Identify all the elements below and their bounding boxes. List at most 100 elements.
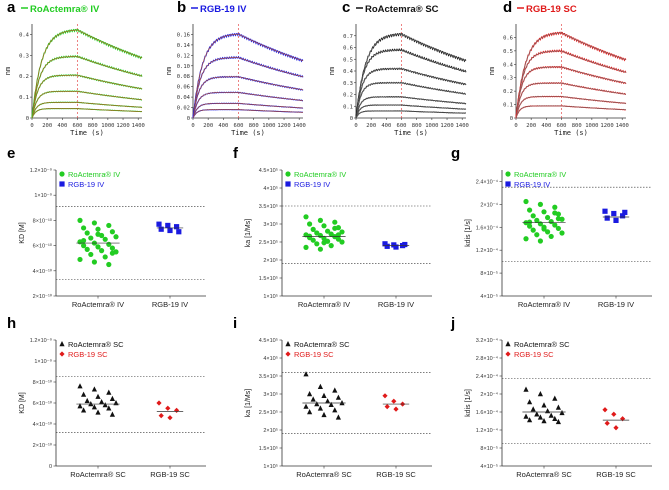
x-tick-label: 800	[249, 123, 259, 129]
data-point	[303, 371, 309, 377]
data-point	[91, 259, 97, 265]
x-tick-label: 0	[354, 123, 357, 129]
data-point	[95, 409, 101, 415]
scatter-panel-h: h 0 2×10⁻¹⁰ 4×10⁻¹⁰ 6×10⁻¹⁰ 8×10⁻¹⁰ 1×10⁻⁹ 1.2×…	[7, 315, 206, 479]
panel-letter-c: c	[342, 0, 350, 16]
sensorgram-curve	[355, 95, 467, 119]
data-point	[555, 404, 561, 410]
fit-curve	[355, 33, 467, 119]
fit-curve	[31, 74, 143, 119]
sensorgram-curve	[31, 101, 143, 119]
y-tick-label: 4×10⁵	[263, 185, 278, 192]
data-point	[402, 241, 408, 248]
data-point	[106, 261, 112, 268]
y-tick-label: 0.5	[503, 49, 513, 55]
scatter-panel-f: f 1×10⁵ 1.5×10⁵ 2×10⁵ 2.5×10⁵ 3×10⁵ 3.5×10⁵ 4×1…	[233, 145, 432, 309]
data-point	[523, 413, 529, 419]
y-tick-label: 0.2	[343, 93, 353, 99]
fit-curve	[355, 96, 467, 119]
x-axis-label: Time (s)	[554, 129, 588, 137]
y-tick-label: 0.10	[177, 64, 190, 70]
data-point	[541, 209, 547, 215]
panel-title-a: RoActemra® IV	[30, 4, 100, 15]
sensorgram-curve	[31, 90, 142, 119]
fit-curve	[355, 104, 467, 119]
y-tick-label: 8×10⁻¹⁰	[33, 379, 53, 386]
fit-curve	[355, 82, 467, 119]
data-point	[339, 229, 345, 235]
x-tick-label: 1200	[277, 123, 290, 129]
sensorgram-curve	[31, 28, 143, 119]
x-tick-label: RGB-19 SC	[376, 470, 416, 479]
data-point	[77, 217, 83, 223]
y-tick-label: 0.16	[177, 32, 190, 38]
data-point	[59, 351, 65, 357]
data-point	[165, 222, 171, 229]
x-tick-label: 600	[234, 123, 244, 129]
data-point	[541, 402, 547, 408]
data-point	[332, 225, 338, 231]
data-point	[317, 405, 323, 411]
data-point	[88, 251, 94, 258]
data-point	[303, 214, 309, 220]
y-tick-label: 2×10⁵	[263, 257, 278, 264]
data-point	[303, 244, 309, 250]
data-point	[523, 198, 529, 205]
data-point	[527, 399, 533, 405]
panel-letter-b: b	[177, 0, 186, 16]
data-point	[545, 408, 551, 414]
y-tick-label: 0.7	[343, 34, 353, 40]
data-point	[505, 171, 511, 177]
data-point	[391, 398, 397, 404]
y-axis-label: kdis [1/s]	[465, 389, 472, 417]
data-point	[339, 400, 345, 406]
fit-curve	[355, 110, 466, 119]
y-tick-label: 2×10⁵	[263, 427, 278, 434]
y-tick-label: 1×10⁵	[263, 463, 278, 470]
data-point	[303, 403, 309, 409]
y-tick-label: 6×10⁻¹⁰	[33, 243, 53, 250]
x-tick-label: 0	[30, 123, 33, 129]
sensorgram-curve	[192, 32, 304, 119]
data-point	[332, 219, 338, 225]
data-point	[95, 244, 101, 250]
x-tick-label: 1400	[456, 123, 469, 129]
fit-curve	[192, 57, 304, 119]
y-tick-label: 2.4×10⁻⁴	[476, 178, 499, 185]
y-tick-label: 0.6	[343, 46, 353, 52]
y-tick-label: 2×10⁻¹⁰	[33, 442, 53, 449]
data-point	[317, 383, 323, 389]
y-tick-label: 3.5×10⁵	[259, 203, 278, 210]
sensorgram-panel-d: d RGB-19 SC 0 200 400 600 800 1000 1200 1400 0 0.1 0…	[488, 0, 629, 137]
data-point	[102, 236, 108, 242]
y-tick-label: 0.1	[503, 103, 513, 109]
panel-letter-a: a	[7, 0, 16, 16]
y-tick-label: 0.5	[343, 57, 353, 63]
data-point	[559, 230, 565, 236]
y-tick-label: 0.2	[19, 74, 29, 80]
data-point	[604, 420, 610, 426]
x-tick-label: 200	[42, 123, 52, 129]
panel-title-b: RGB-19 IV	[200, 4, 247, 15]
sensorgram-curve	[192, 109, 304, 119]
sensorgram-curve	[515, 31, 627, 119]
data-point	[59, 341, 65, 347]
data-point	[88, 401, 94, 407]
x-tick-label: RGB-19 IV	[152, 300, 188, 309]
y-tick-label: 0.3	[503, 76, 513, 82]
y-tick-label: 2×10⁻¹⁰	[33, 293, 53, 300]
y-tick-label: 0.4	[19, 32, 30, 38]
fit-curve	[515, 32, 627, 119]
data-point	[317, 246, 323, 252]
x-tick-label: RoActemra® IV	[72, 300, 124, 309]
data-point	[339, 239, 345, 245]
data-point	[285, 171, 291, 177]
sensorgram-curve	[31, 107, 143, 119]
y-tick-label: 8×10⁻¹⁰	[33, 217, 53, 224]
y-tick-label: 3×10⁵	[263, 221, 278, 228]
x-tick-label: 800	[572, 123, 582, 129]
data-point	[537, 238, 544, 244]
sensorgram-curve	[515, 49, 627, 118]
data-point	[328, 401, 334, 407]
y-axis-label: nm	[4, 67, 12, 75]
